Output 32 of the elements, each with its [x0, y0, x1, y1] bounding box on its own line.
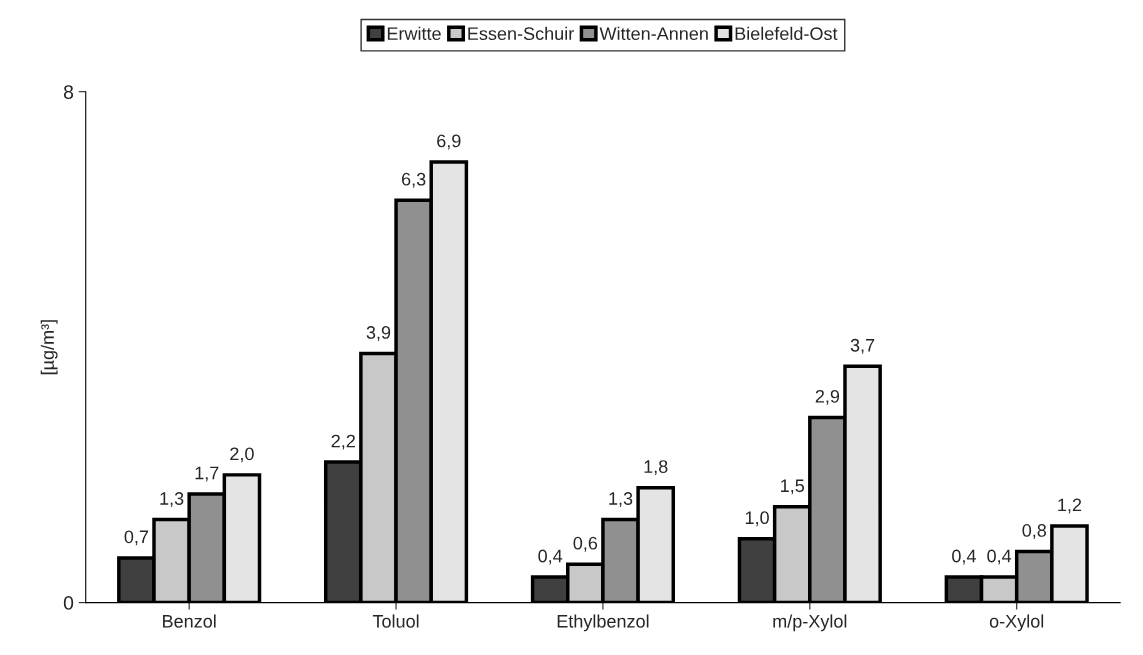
data-label: 3,7 [850, 338, 875, 354]
legend-label: Bielefeld-Ost [735, 26, 838, 41]
data-label: 1,5 [781, 479, 805, 495]
data-label: 1,8 [644, 460, 668, 476]
data-label: 1,2 [1058, 498, 1082, 514]
y-axis-title: [µg/m³] [40, 320, 58, 375]
data-label: 6,3 [402, 172, 426, 188]
legend-label: Witten-Annen [599, 26, 708, 41]
data-label: 2,9 [815, 389, 840, 405]
data-label: 0,4 [538, 549, 563, 565]
data-label: 0,7 [124, 530, 149, 546]
y-tick-label: 0 [63, 596, 74, 610]
x-tick-label: o-Xylol [989, 614, 1044, 632]
data-label: 6,9 [437, 134, 461, 150]
data-label: 3,9 [366, 326, 391, 341]
data-label: 2,2 [331, 434, 355, 450]
x-tick-label: m/p-Xylol [773, 614, 847, 632]
data-label: 1,3 [609, 492, 633, 508]
data-label: 0,8 [1022, 524, 1047, 539]
x-tick-label: Ethylbenzol [557, 614, 649, 632]
data-label: 0,6 [573, 536, 598, 552]
legend-label: Essen-Schuir [468, 26, 574, 41]
data-label: 1,7 [195, 466, 219, 482]
y-tick-label: 8 [63, 85, 74, 99]
legend-label: Erwitte [387, 26, 441, 41]
data-label: 1,3 [160, 492, 184, 508]
x-tick-label: Toluol [372, 614, 419, 628]
data-label: 0,4 [952, 549, 976, 565]
data-label: 2,0 [230, 447, 254, 463]
data-label: 1,0 [745, 511, 769, 527]
data-label: 0,4 [987, 549, 1012, 565]
x-tick-label: Benzol [163, 614, 216, 628]
